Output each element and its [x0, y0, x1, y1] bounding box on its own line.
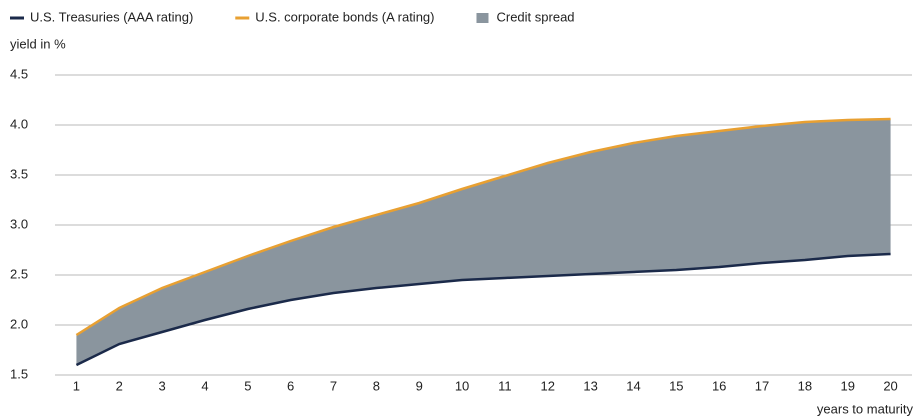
series-line: [75, 117, 891, 337]
y-tick-label: 4.5: [10, 66, 28, 81]
x-tick-label: 4: [201, 378, 208, 393]
y-tick-label: 1.5: [10, 366, 28, 381]
y-tick-label: 3.0: [10, 216, 28, 231]
y-axis-label: yield in %: [10, 36, 66, 51]
x-tick-label: 3: [159, 378, 166, 393]
x-tick-label: 20: [883, 378, 897, 393]
y-tick-label: 2.0: [10, 316, 28, 331]
y-tick-label: 4.0: [10, 116, 28, 131]
x-tick-label: 11: [498, 378, 512, 393]
x-tick-label: 2: [116, 378, 123, 393]
y-tick-label: 3.5: [10, 166, 28, 181]
x-tick-label: 13: [583, 378, 597, 393]
x-tick-label: 6: [287, 378, 294, 393]
x-tick-label: 19: [840, 378, 854, 393]
x-tick-label: 18: [798, 378, 812, 393]
y-tick-label: 2.5: [10, 266, 28, 281]
legend-label: U.S. Treasuries (AAA rating): [30, 9, 193, 24]
x-tick-label: 14: [626, 378, 640, 393]
x-tick-label: 10: [455, 378, 469, 393]
legend-label: U.S. corporate bonds (A rating): [255, 9, 434, 24]
x-tick-label: 16: [712, 378, 726, 393]
x-tick-label: 15: [669, 378, 683, 393]
spread-area: [76, 119, 891, 365]
series-line: [75, 252, 891, 367]
x-tick-label: 12: [541, 378, 555, 393]
legend-label: Credit spread: [496, 9, 574, 24]
x-tick-label: 5: [244, 378, 251, 393]
x-axis-label: years to maturity: [817, 401, 914, 416]
x-tick-label: 1: [73, 378, 80, 393]
legend-swatch: [476, 13, 489, 23]
x-tick-label: 17: [755, 378, 769, 393]
x-tick-label: 7: [330, 378, 337, 393]
x-tick-label: 8: [373, 378, 380, 393]
x-tick-label: 9: [416, 378, 423, 393]
